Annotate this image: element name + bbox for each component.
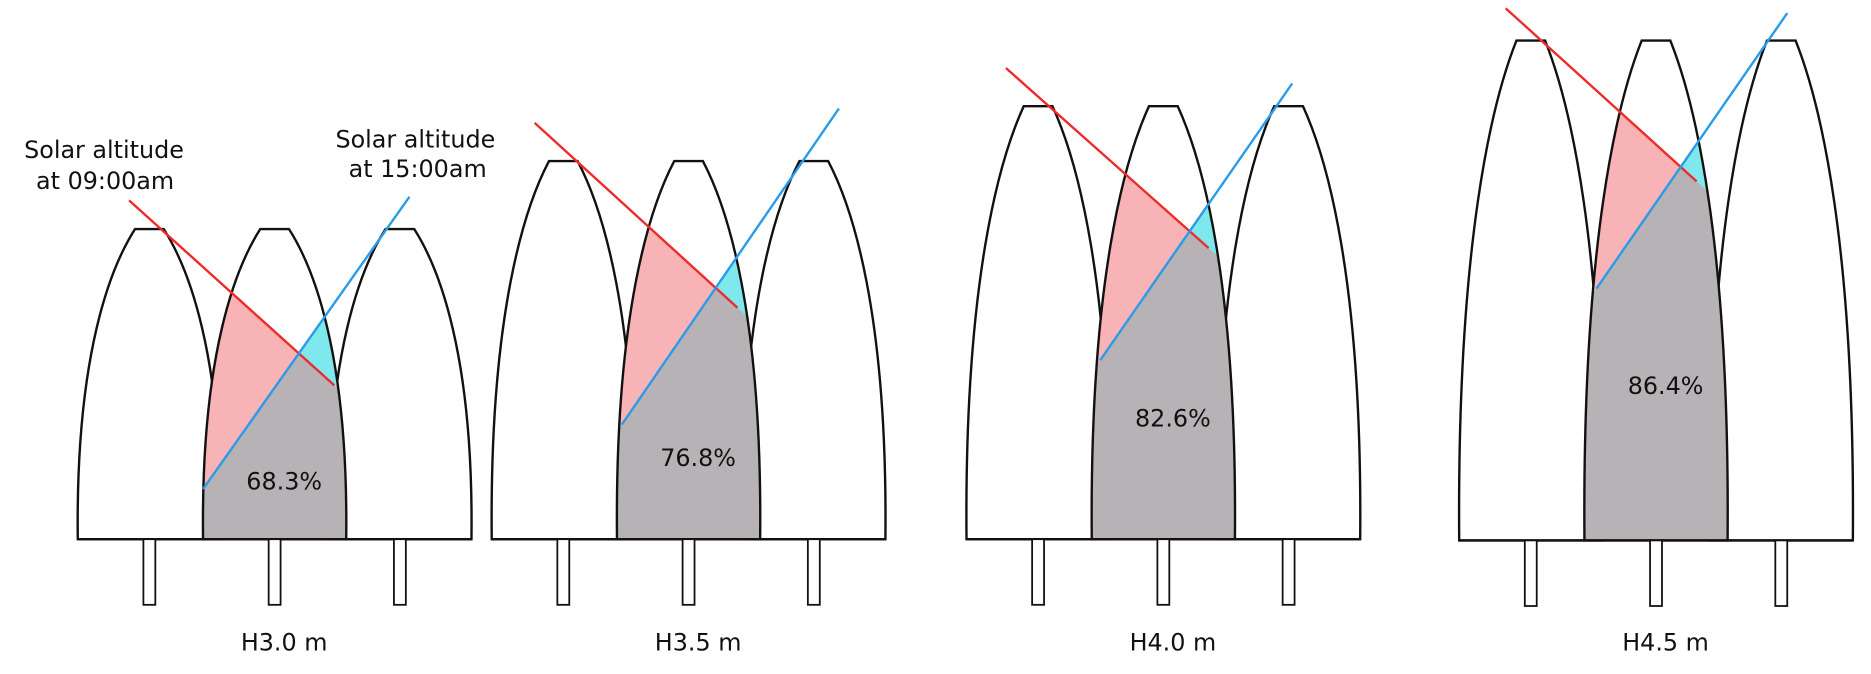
annotation-text: at 09:00am bbox=[36, 167, 174, 195]
tree bbox=[490, 159, 637, 541]
trunk bbox=[1649, 539, 1663, 607]
trunk bbox=[142, 538, 157, 606]
trunk bbox=[1281, 538, 1296, 606]
trunk bbox=[1031, 538, 1045, 606]
tree bbox=[327, 227, 473, 541]
percentage-label: 76.8% bbox=[660, 444, 736, 472]
middle-tree-shading bbox=[616, 161, 761, 540]
tree bbox=[76, 227, 223, 541]
annotation-text: Solar altitude bbox=[24, 136, 184, 164]
tree bbox=[965, 104, 1111, 541]
sun-ray bbox=[202, 196, 411, 490]
annotation-text: Solar altitude bbox=[335, 125, 495, 153]
percentage-label: 82.6% bbox=[1135, 404, 1211, 432]
shade-region bbox=[1584, 166, 1728, 541]
trunk bbox=[267, 538, 282, 606]
sun-ray bbox=[1005, 67, 1210, 250]
trunk bbox=[806, 538, 821, 606]
percentage-label: 68.3% bbox=[246, 468, 322, 496]
trunk bbox=[681, 538, 696, 606]
tree bbox=[615, 159, 762, 541]
sun-ray bbox=[128, 199, 336, 387]
height-label: H4.5 m bbox=[1622, 629, 1709, 657]
trunk bbox=[1156, 538, 1171, 606]
sun-ray bbox=[1099, 82, 1294, 361]
height-label: H3.0 m bbox=[241, 629, 328, 657]
height-label: H4.0 m bbox=[1130, 629, 1217, 657]
sun-ray bbox=[620, 107, 840, 426]
shade-region bbox=[1091, 231, 1236, 540]
tree bbox=[1583, 39, 1729, 542]
shade-region bbox=[202, 353, 347, 540]
height-label: H3.5 m bbox=[655, 629, 742, 657]
sun-ray bbox=[1504, 7, 1698, 183]
middle-tree-shading bbox=[1584, 40, 1728, 541]
sun-ray bbox=[1595, 12, 1789, 290]
tree bbox=[1457, 39, 1604, 542]
middle-tree-shading bbox=[1091, 106, 1236, 540]
middle-tree-shading bbox=[202, 229, 347, 540]
trunk bbox=[393, 538, 407, 606]
trunk bbox=[1774, 539, 1789, 607]
trunk bbox=[1523, 539, 1538, 607]
tree bbox=[1090, 104, 1237, 541]
sun-ray bbox=[533, 121, 739, 309]
annotation-text: at 15:00am bbox=[349, 155, 487, 183]
tree bbox=[1215, 104, 1362, 541]
trunk bbox=[556, 538, 571, 606]
shade-region bbox=[616, 287, 761, 540]
tree bbox=[201, 227, 348, 541]
tree bbox=[1708, 39, 1855, 542]
percentage-label: 86.4% bbox=[1628, 372, 1704, 400]
